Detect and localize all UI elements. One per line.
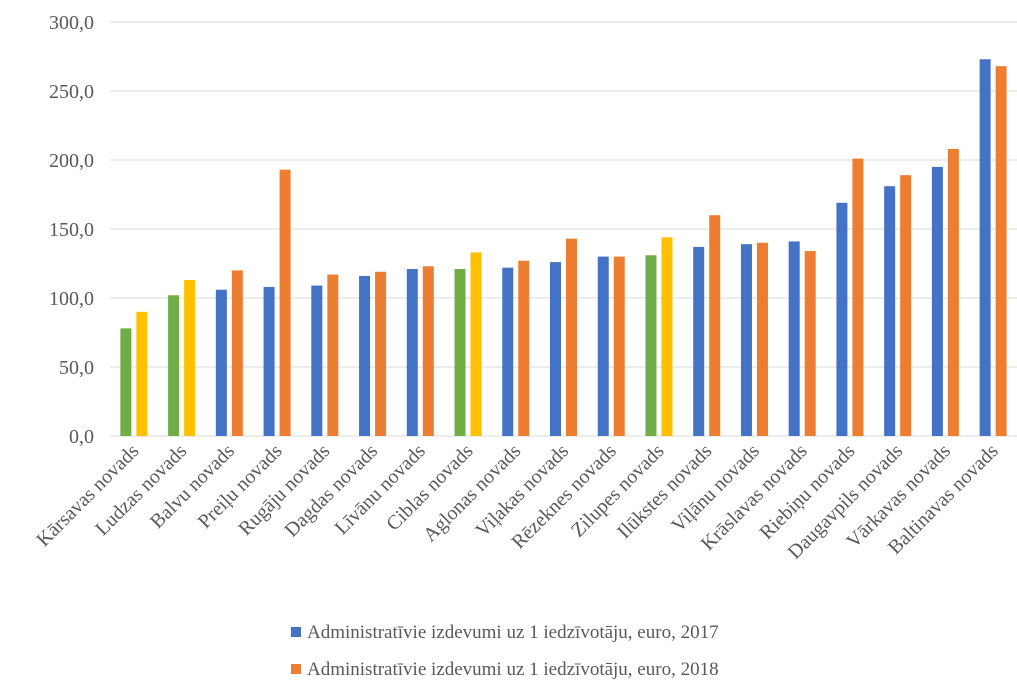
bar-2017 (359, 275, 371, 436)
bar-2018 (470, 252, 482, 436)
y-tick-label: 100,0 (49, 288, 94, 310)
y-tick-label: 50,0 (59, 357, 94, 379)
bar-2017 (740, 244, 752, 436)
bar-2018 (852, 158, 864, 436)
bar-2017 (168, 295, 180, 436)
bar-2017 (454, 269, 466, 436)
bar-2018 (518, 260, 530, 436)
bar-2017 (645, 255, 657, 436)
bar-2018 (613, 256, 625, 436)
y-axis-tick-labels: 0,0 50,0 100,0 150,0 200,0 250,0 300,0 (49, 12, 94, 448)
bar-2017 (597, 256, 609, 436)
y-tick-label: 150,0 (49, 219, 94, 241)
bar-2017 (550, 262, 561, 436)
legend-swatch (291, 664, 301, 674)
bar-2017 (120, 328, 132, 436)
bar-2018 (279, 169, 291, 436)
bar-2017 (788, 241, 800, 436)
bar-2018 (422, 266, 434, 436)
bar-2017 (263, 286, 275, 436)
bar-2017 (836, 202, 848, 436)
bar-2017 (502, 267, 514, 436)
bar-2018 (709, 215, 721, 436)
bar-2017 (979, 59, 991, 436)
bar-2018 (995, 66, 1007, 436)
y-tick-label: 0,0 (69, 426, 94, 448)
bar-2018 (900, 175, 912, 436)
legend-label: Administratīvie izdevumi uz 1 iedzīvotāj… (307, 622, 719, 643)
legend-label: Administratīvie izdevumi uz 1 iedzīvotāj… (307, 659, 719, 680)
bar-2018 (804, 251, 816, 436)
bar-2017 (215, 289, 227, 436)
bar-2017 (931, 166, 943, 436)
bar-2018 (756, 242, 768, 436)
bar-2018 (231, 270, 243, 436)
bar-2017 (693, 246, 705, 436)
legend: Administratīvie izdevumi uz 1 iedzīvotāj… (291, 622, 719, 680)
bar-2017 (406, 269, 418, 436)
y-tick-label: 200,0 (49, 150, 94, 172)
bar-2018 (327, 274, 339, 436)
y-tick-label: 300,0 (49, 12, 94, 34)
bar-2018 (661, 237, 673, 436)
bars (120, 59, 1007, 436)
bar-2017 (884, 186, 896, 436)
bar-2018 (184, 280, 196, 436)
y-tick-label: 250,0 (49, 81, 94, 103)
bar-2018 (136, 311, 148, 436)
legend-swatch (291, 627, 301, 637)
bar-2018 (375, 271, 387, 436)
bar-2018 (947, 148, 959, 436)
gridlines (110, 21, 1017, 437)
bar-2018 (566, 238, 577, 436)
bar-2017 (311, 285, 323, 436)
